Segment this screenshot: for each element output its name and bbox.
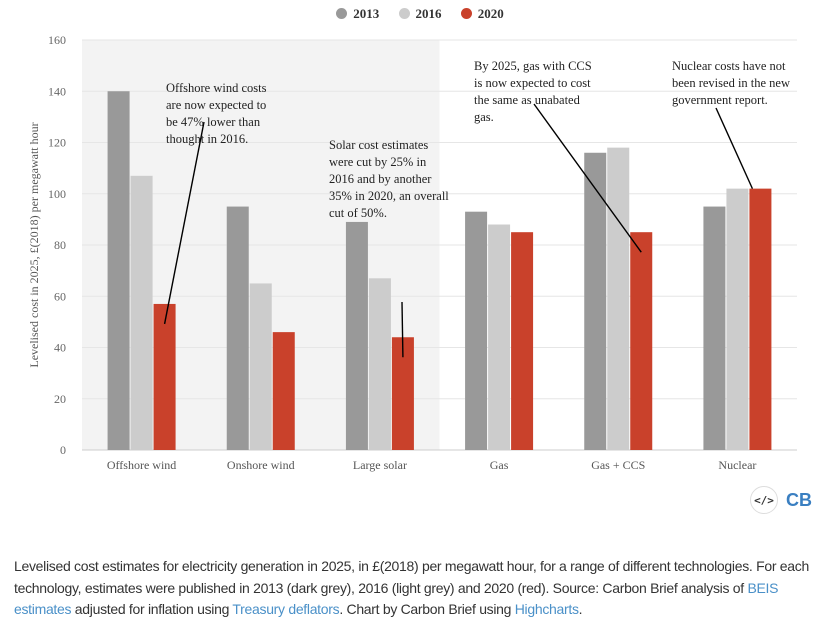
annotation-offshore: Offshore wind costs are now expected to … [166,81,267,146]
caption: Levelised cost estimates for electricity… [14,556,834,621]
bar-2020-nuclear [749,188,772,450]
code-icon[interactable]: </> [750,486,778,514]
legend-label: 2016 [415,6,442,21]
carbon-brief-logo: CB [786,489,812,510]
bar-2020-offshore-wind [153,303,176,450]
bar-2020-large-solar [391,337,414,450]
legend: 2013 2016 2020 [0,6,840,22]
y-tick-label: 0 [60,443,66,457]
bar-2016-large-solar [368,278,391,450]
caption-text: Levelised cost estimates for electricity… [14,558,809,596]
legend-label: 2013 [353,6,380,21]
bar-chart: 0 20 40 60 80 100 120 140 160 Levelised cost in 2… [27,33,797,472]
bar-2013-onshore-wind [226,206,249,450]
x-tick-label: Large solar [353,458,407,472]
bar-2013-gas [465,211,488,450]
y-tick-label: 160 [48,33,66,47]
annotation-pointer [715,107,754,189]
bar-2013-offshore-wind [107,91,130,450]
y-axis-label: Levelised cost in 2025, £(2018) per mega… [27,122,41,367]
bar-2020-gas-ccs [630,232,653,450]
annotation-pointer [533,103,642,253]
bar-2013-gas-ccs [584,152,607,450]
x-tick-label: Onshore wind [227,458,295,472]
bar-2020-onshore-wind [272,332,295,450]
branding: </> CB [750,486,812,514]
bar-2013-nuclear [703,206,726,450]
y-tick-label: 100 [48,187,66,201]
annotation-pointer [163,121,205,325]
bar-2016-gas [488,224,511,450]
caption-text: adjusted for inflation using [71,601,233,617]
caption-text: . Chart by Carbon Brief using [339,601,515,617]
highcharts-link[interactable]: Highcharts [514,601,579,617]
y-tick-label: 20 [54,392,66,406]
annotation-solar: Solar cost estimates were cut by 25% in … [329,138,449,220]
caption-text: . [578,601,583,617]
beis-link[interactable]: BEIS estimates [14,579,779,618]
bar-2016-onshore-wind [249,283,272,450]
x-tick-label: Nuclear [718,458,756,472]
bar-2020-gas [511,232,534,450]
y-tick-label: 80 [54,238,66,252]
y-tick-label: 60 [54,289,66,303]
bar-2016-nuclear [726,188,749,450]
treasury-link[interactable]: Treasury deflators [232,601,340,617]
legend-label: 2020 [477,6,504,21]
annotation-gas-ccs: By 2025, gas with CCS is now expected to… [474,59,592,124]
legend-item-2016[interactable]: 2016 [398,6,442,22]
x-tick-label: Offshore wind [107,458,176,472]
x-tick-label: Gas + CCS [591,458,645,472]
y-tick-label: 140 [48,84,66,98]
legend-item-2020[interactable]: 2020 [460,6,504,22]
bar-2016-gas-ccs [607,147,630,450]
x-tick-label: Gas [490,458,509,472]
bar-2016-offshore-wind [130,175,153,450]
legend-item-2013[interactable]: 2013 [336,6,379,22]
annotation-pointer [401,301,404,358]
annotation-nuclear: Nuclear costs have not been revised in t… [672,59,791,107]
y-tick-label: 120 [48,136,66,150]
y-tick-label: 40 [54,341,66,355]
bar-2013-large-solar [345,221,368,450]
